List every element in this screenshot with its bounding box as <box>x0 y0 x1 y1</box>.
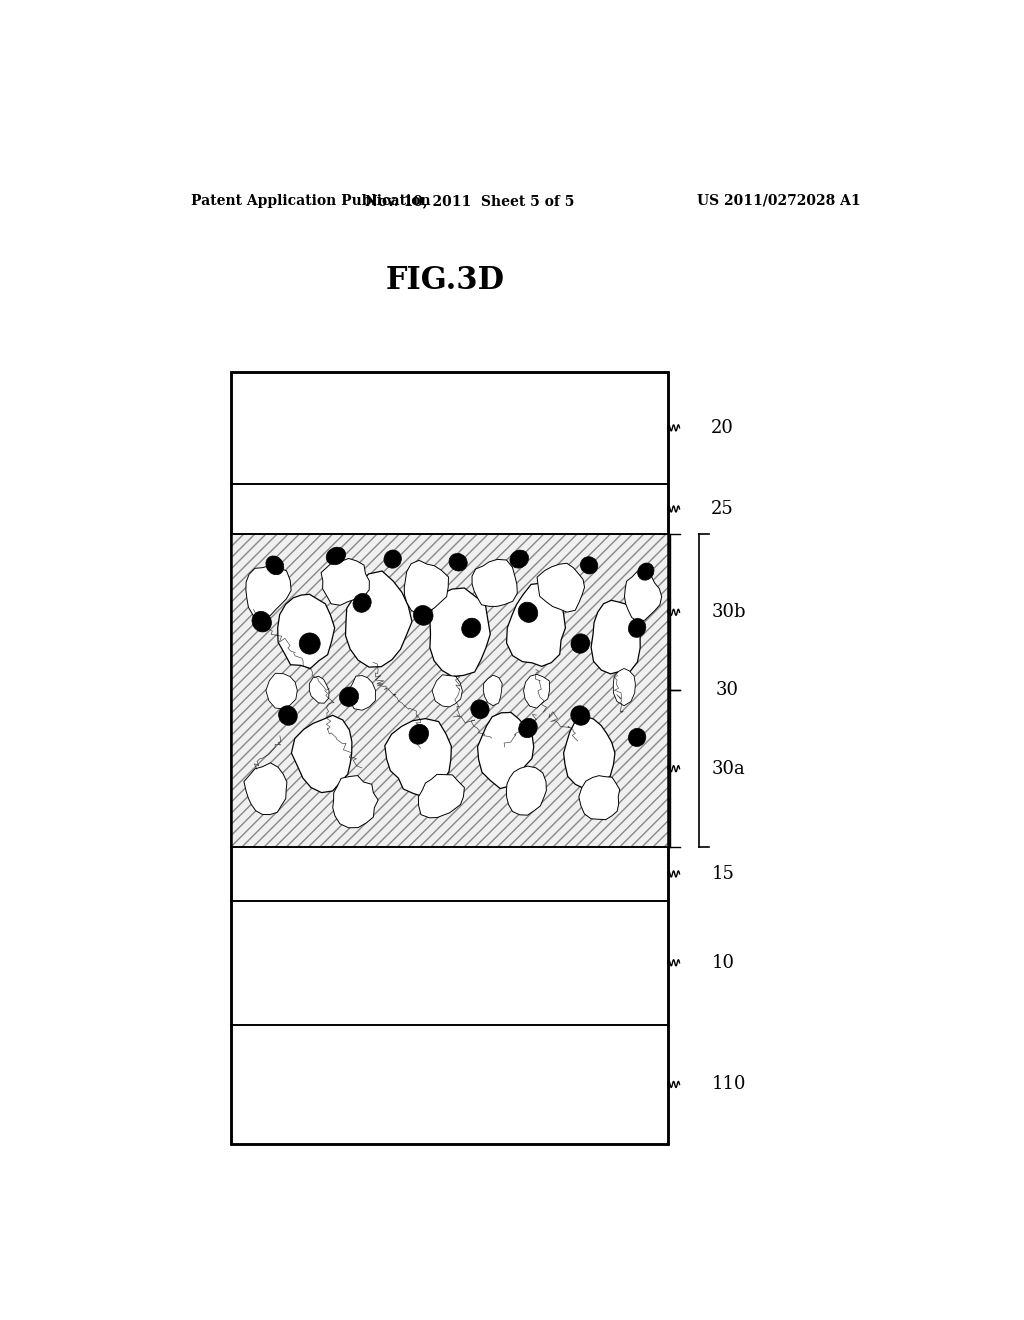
Ellipse shape <box>510 550 528 568</box>
Ellipse shape <box>638 564 654 581</box>
Polygon shape <box>477 713 534 788</box>
Text: 20: 20 <box>712 418 734 437</box>
Polygon shape <box>348 676 376 710</box>
Ellipse shape <box>571 634 590 653</box>
Ellipse shape <box>279 706 297 725</box>
Polygon shape <box>345 572 412 667</box>
Text: 15: 15 <box>712 865 734 883</box>
Bar <box>231 372 668 1144</box>
Polygon shape <box>472 560 517 606</box>
Text: 30b: 30b <box>712 603 745 622</box>
Text: Patent Application Publication: Patent Application Publication <box>191 194 431 209</box>
Polygon shape <box>309 676 329 704</box>
Ellipse shape <box>266 556 284 574</box>
Polygon shape <box>322 558 370 606</box>
Text: 25: 25 <box>712 500 734 517</box>
Text: FIG.3D: FIG.3D <box>386 265 505 296</box>
Polygon shape <box>385 718 452 797</box>
Ellipse shape <box>629 729 646 747</box>
Polygon shape <box>563 715 615 788</box>
Polygon shape <box>292 715 352 792</box>
Ellipse shape <box>414 606 433 626</box>
Ellipse shape <box>462 618 481 638</box>
Polygon shape <box>246 565 291 619</box>
Ellipse shape <box>384 550 401 568</box>
Polygon shape <box>419 775 465 818</box>
Ellipse shape <box>252 611 271 632</box>
Polygon shape <box>507 583 565 667</box>
Bar <box>231 372 668 1144</box>
Ellipse shape <box>339 686 358 706</box>
Ellipse shape <box>299 632 321 655</box>
Polygon shape <box>333 776 378 828</box>
Ellipse shape <box>353 594 372 612</box>
Text: US 2011/0272028 A1: US 2011/0272028 A1 <box>697 194 860 209</box>
Ellipse shape <box>327 548 346 565</box>
Polygon shape <box>244 763 287 814</box>
Polygon shape <box>591 601 640 675</box>
Polygon shape <box>625 570 662 622</box>
Polygon shape <box>432 675 463 708</box>
Bar <box>231 535 668 847</box>
Polygon shape <box>507 766 547 816</box>
Ellipse shape <box>449 553 467 572</box>
Text: 110: 110 <box>712 1076 745 1093</box>
Polygon shape <box>483 675 502 706</box>
Polygon shape <box>278 594 335 668</box>
Polygon shape <box>537 564 585 612</box>
Text: 10: 10 <box>712 954 734 972</box>
Polygon shape <box>523 675 550 708</box>
Polygon shape <box>613 668 635 706</box>
Ellipse shape <box>410 725 429 744</box>
Polygon shape <box>266 673 297 709</box>
Ellipse shape <box>518 602 538 622</box>
Ellipse shape <box>570 706 590 725</box>
Text: 30: 30 <box>716 681 738 700</box>
Polygon shape <box>430 587 490 677</box>
Ellipse shape <box>629 619 646 638</box>
Polygon shape <box>579 776 620 820</box>
Ellipse shape <box>471 700 489 718</box>
Polygon shape <box>404 561 449 614</box>
Text: 30a: 30a <box>712 760 745 777</box>
Ellipse shape <box>519 718 538 738</box>
Text: Nov. 10, 2011  Sheet 5 of 5: Nov. 10, 2011 Sheet 5 of 5 <box>365 194 573 209</box>
Ellipse shape <box>581 557 598 574</box>
